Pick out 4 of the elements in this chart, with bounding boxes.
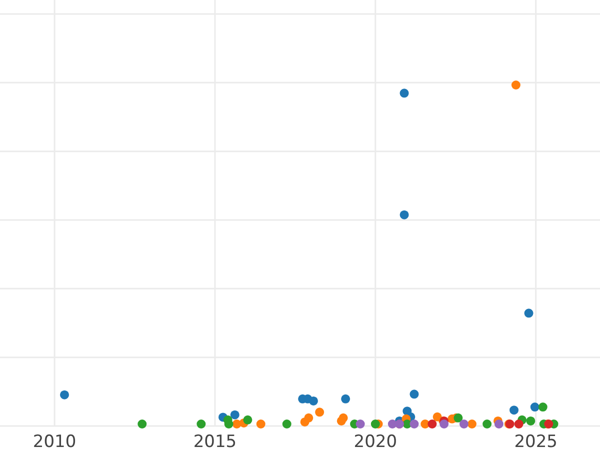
x-tick-label: 2015 <box>193 432 237 450</box>
x-tick-label: 2025 <box>514 432 558 450</box>
x-tick-label: 2020 <box>354 432 398 450</box>
x-tick-label: 2010 <box>32 432 76 450</box>
